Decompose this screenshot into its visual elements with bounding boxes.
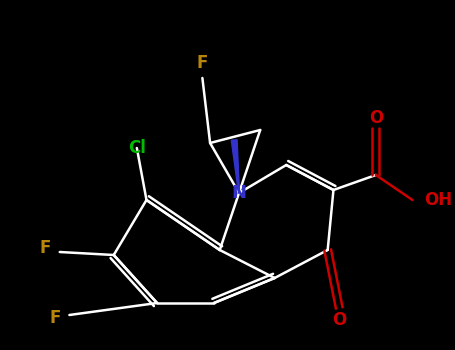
Text: O: O (369, 109, 383, 127)
Polygon shape (231, 140, 239, 193)
Text: F: F (40, 239, 51, 257)
Text: O: O (332, 311, 346, 329)
Text: F: F (197, 54, 208, 72)
Text: OH: OH (424, 191, 452, 209)
Text: N: N (232, 184, 247, 202)
Text: F: F (49, 309, 61, 327)
Text: Cl: Cl (128, 139, 146, 157)
